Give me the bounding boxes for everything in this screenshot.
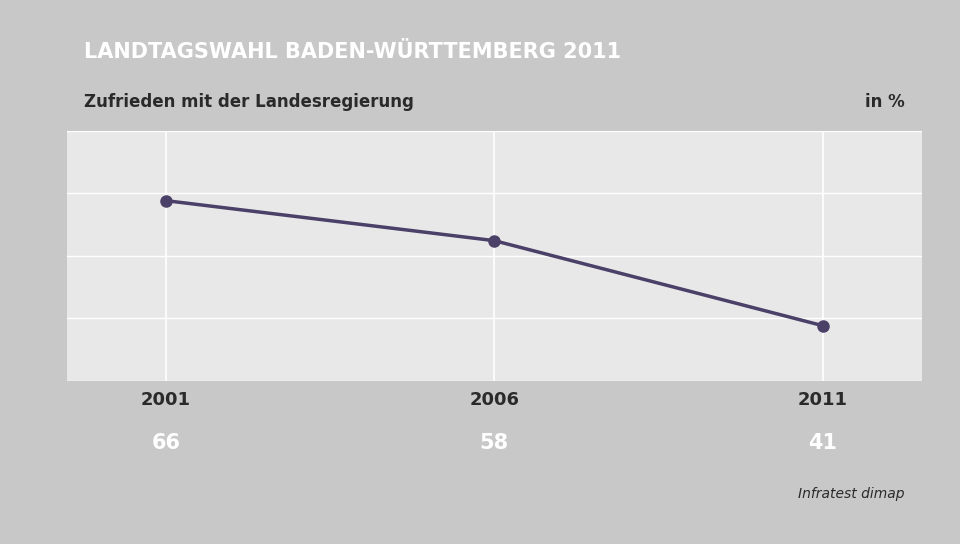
Text: LANDTAGSWAHL BADEN-WÜRTTEMBERG 2011: LANDTAGSWAHL BADEN-WÜRTTEMBERG 2011 <box>84 42 621 62</box>
Text: 2001: 2001 <box>141 391 191 409</box>
Text: 41: 41 <box>808 434 837 453</box>
Text: Zufrieden mit der Landesregierung: Zufrieden mit der Landesregierung <box>84 93 414 111</box>
Text: in %: in % <box>865 93 904 111</box>
Text: 2006: 2006 <box>469 391 519 409</box>
Text: 66: 66 <box>152 434 180 453</box>
Text: 58: 58 <box>480 434 509 453</box>
Text: Infratest dimap: Infratest dimap <box>798 487 904 501</box>
Text: 2011: 2011 <box>798 391 848 409</box>
